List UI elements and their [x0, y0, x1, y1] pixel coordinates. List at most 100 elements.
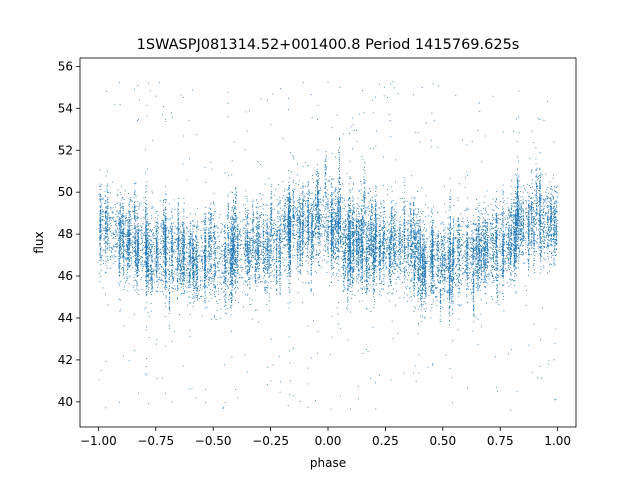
data-point [267, 265, 269, 267]
data-point [431, 265, 433, 267]
data-point [378, 232, 379, 234]
data-point [120, 224, 122, 226]
data-point [154, 258, 156, 260]
data-point [496, 191, 498, 193]
data-point [407, 220, 409, 222]
data-point [233, 241, 235, 243]
data-point [188, 243, 190, 245]
data-point [362, 230, 364, 232]
data-point [477, 207, 479, 209]
data-point [324, 208, 326, 210]
data-point [481, 267, 483, 269]
data-point [358, 205, 360, 207]
data-point [188, 272, 190, 274]
data-point [273, 246, 275, 248]
data-point [421, 280, 423, 282]
data-point [172, 276, 174, 278]
data-point [165, 273, 167, 275]
data-point [350, 273, 351, 275]
data-point [356, 276, 357, 278]
data-point [515, 245, 516, 247]
data-point [350, 178, 352, 180]
data-point [315, 181, 317, 183]
data-point [182, 237, 183, 239]
data-point [230, 225, 232, 227]
data-point [244, 203, 246, 205]
data-point [230, 244, 232, 246]
data-point [280, 215, 282, 217]
data-point [206, 245, 207, 247]
data-point [422, 221, 424, 223]
data-point [240, 264, 242, 266]
data-point [317, 179, 319, 181]
data-point [325, 186, 327, 188]
data-point [348, 239, 349, 241]
data-point [204, 237, 206, 239]
data-point [355, 241, 357, 243]
data-point [418, 241, 420, 243]
data-point [306, 226, 308, 227]
data-point [230, 314, 232, 316]
data-point [347, 203, 349, 205]
data-point [135, 265, 137, 267]
data-point [315, 217, 316, 219]
data-point [483, 252, 484, 254]
data-point [150, 266, 152, 268]
data-point [530, 218, 532, 220]
data-point [270, 215, 272, 217]
data-point [538, 186, 540, 188]
data-point [479, 259, 481, 261]
data-point [402, 209, 404, 211]
data-point [135, 244, 137, 246]
data-point [254, 274, 256, 276]
data-point [513, 253, 515, 255]
data-point [273, 194, 275, 196]
data-point [418, 278, 420, 280]
data-point [365, 292, 366, 293]
data-point [307, 206, 309, 208]
data-point [108, 249, 110, 251]
data-point [336, 238, 338, 239]
data-point [472, 259, 474, 261]
data-point [447, 237, 449, 239]
data-point [505, 243, 507, 245]
data-point [244, 149, 246, 151]
data-point [443, 278, 445, 280]
data-point [150, 294, 152, 296]
data-point [531, 179, 533, 181]
data-point [528, 214, 530, 216]
data-point [317, 179, 319, 181]
data-point [519, 208, 521, 210]
data-point [388, 254, 390, 256]
data-point [146, 222, 148, 224]
data-point [106, 239, 108, 241]
data-point [399, 226, 401, 228]
data-point [339, 176, 340, 178]
data-point [297, 292, 299, 294]
data-point [210, 223, 212, 225]
data-point [318, 173, 320, 175]
data-point [300, 259, 302, 261]
data-point [455, 237, 457, 239]
data-point [531, 130, 533, 132]
data-point [255, 257, 257, 259]
data-point [495, 241, 497, 243]
data-point [366, 273, 368, 275]
data-point [349, 245, 351, 246]
data-point [425, 303, 427, 305]
data-point [375, 242, 377, 244]
data-point [452, 240, 454, 242]
data-point [256, 269, 258, 271]
data-point [99, 260, 101, 262]
data-point [324, 188, 325, 190]
data-point [302, 224, 304, 226]
data-point [226, 261, 228, 263]
data-point [263, 267, 264, 269]
data-point [335, 189, 337, 190]
data-point [199, 256, 201, 258]
data-point [275, 259, 277, 261]
data-point [247, 209, 249, 211]
data-point [257, 253, 259, 255]
data-point [315, 190, 316, 192]
data-point [356, 252, 358, 254]
